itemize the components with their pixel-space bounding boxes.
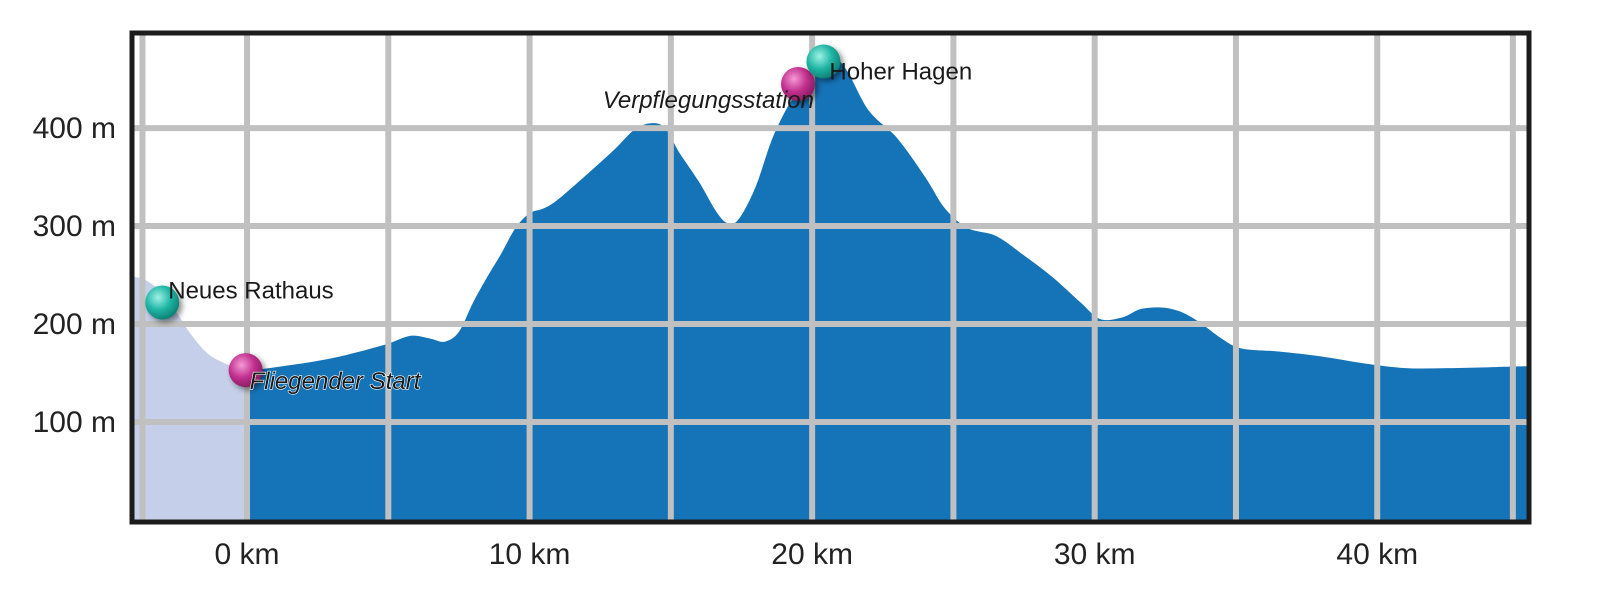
y-tick-label: 100 m — [33, 406, 116, 439]
x-tick-label: 20 km — [771, 538, 853, 571]
neues-rathaus-label: Neues Rathaus — [168, 277, 333, 304]
verpflegungsstation-marker — [781, 66, 816, 101]
y-axis-ticks: 100 m 200 m 300 m 400 m — [33, 112, 116, 439]
y-tick-label: 400 m — [33, 112, 116, 145]
neues-rathaus-marker — [145, 285, 180, 320]
neutralized-section-area — [134, 277, 247, 522]
x-tick-label: 0 km — [215, 538, 280, 571]
x-tick-label: 30 km — [1054, 538, 1136, 571]
profile-areas — [134, 54, 1527, 522]
grid — [134, 35, 1527, 522]
waypoint-annotations: Neues Rathaus Fliegender Start Verpflegung… — [145, 44, 972, 396]
x-tick-label: 10 km — [489, 538, 571, 571]
fliegender-start-marker — [228, 353, 263, 388]
x-tick-label: 40 km — [1336, 538, 1418, 571]
fliegender-start-label: Fliegender Start — [250, 368, 422, 395]
x-axis-ticks: 0 km 10 km 20 km 30 km 40 km — [215, 538, 1419, 571]
hoher-hagen-label: Hoher Hagen — [829, 58, 972, 85]
plot-frame — [129, 30, 1532, 525]
race-section-area — [247, 54, 1527, 522]
verpflegungsstation-label: Verpflegungsstation — [603, 87, 814, 114]
y-tick-label: 200 m — [33, 308, 116, 341]
hoher-hagen-marker — [806, 44, 841, 79]
y-tick-label: 300 m — [33, 210, 116, 243]
